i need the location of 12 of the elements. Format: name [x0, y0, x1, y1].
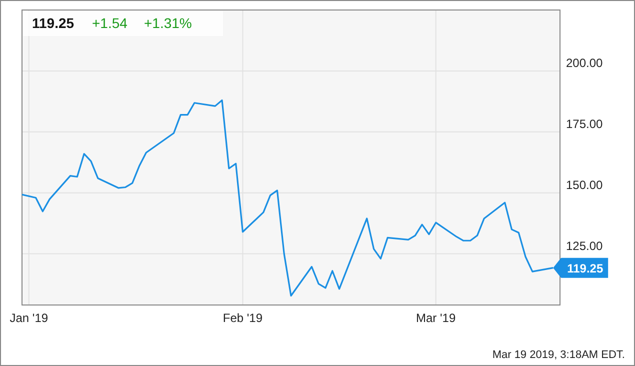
y-tick-label: 200.00	[566, 56, 604, 70]
annotation: 119.25	[567, 261, 604, 276]
y-tick-label: 150.00	[566, 178, 604, 192]
annotation: +1.54	[92, 15, 128, 31]
x-tick-label: Jan '19	[10, 311, 48, 325]
y-tick-label: 175.00	[566, 116, 604, 131]
x-tick-label: Mar '19	[416, 311, 456, 325]
annotation: +1.31%	[144, 15, 192, 31]
x-tick-label: Feb '19	[222, 311, 263, 325]
text: Mar 19 2019, 3:18AM EDT.	[492, 349, 625, 361]
annotation: 119.25	[32, 15, 74, 31]
y-tick-label: 125.00	[566, 238, 604, 253]
